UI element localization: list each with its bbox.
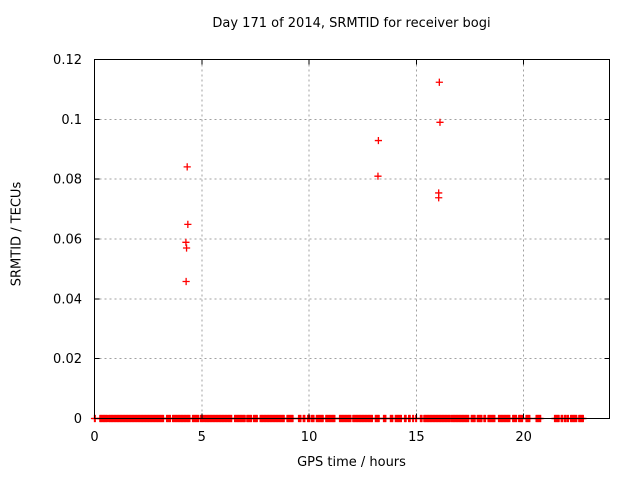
data-point-marker xyxy=(435,118,445,127)
y-tick-label: 0.02 xyxy=(53,352,82,367)
data-point-marker xyxy=(374,136,383,145)
y-tick-label: 0.1 xyxy=(61,113,82,128)
x-tick-label: 10 xyxy=(301,430,318,445)
grid-lines xyxy=(94,59,610,419)
y-tick-label: 0.04 xyxy=(53,292,82,307)
data-point-marker xyxy=(182,162,192,172)
x-tick-label: 15 xyxy=(408,430,425,445)
data-point-marker xyxy=(182,243,191,253)
y-tick-labels: 0 0.02 0.04 0.06 0.08 0.1 0.12 xyxy=(53,53,82,427)
x-tick-labels: 0 5 10 15 20 xyxy=(90,430,532,445)
data-point-marker xyxy=(183,220,193,229)
outlier-points xyxy=(181,77,445,286)
y-tick-label: 0 xyxy=(74,412,82,427)
chart-title: Day 171 of 2014, SRMTID for receiver bog… xyxy=(212,16,491,31)
plot-border xyxy=(94,59,610,419)
y-tick-label: 0.08 xyxy=(53,173,82,188)
x-tick-label: 20 xyxy=(515,430,532,445)
x-tick-label: 5 xyxy=(198,430,206,445)
y-tick-label: 0.12 xyxy=(53,53,82,68)
data-point-marker xyxy=(181,277,191,286)
y-tick-label: 0.06 xyxy=(53,233,82,248)
data-point-marker xyxy=(435,77,444,87)
x-axis-label: GPS time / hours xyxy=(297,455,406,470)
data-point-marker xyxy=(434,193,443,202)
x-tick-label: 0 xyxy=(90,430,98,445)
